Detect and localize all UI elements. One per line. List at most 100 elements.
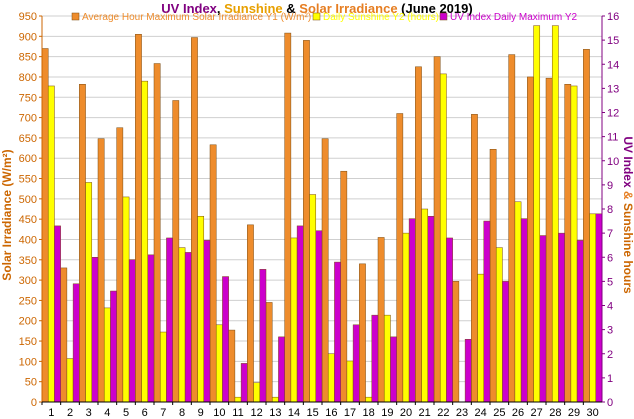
- y1-tick-label: 600: [19, 153, 37, 165]
- uv-index-bar: [520, 218, 528, 403]
- y2-tick-label: 3: [607, 325, 613, 337]
- y2-tick-label: 16: [607, 11, 619, 23]
- sunshine-bar: [234, 396, 242, 403]
- legend-label: Average Hour Maximum Solar Irradiance Y1…: [82, 12, 311, 23]
- y2-tick-label: 4: [607, 301, 613, 313]
- y1-tick-label: 800: [19, 72, 37, 84]
- sunshine-bar: [477, 273, 485, 403]
- x-tick-label: 1: [48, 407, 54, 419]
- sunshine-bar: [197, 215, 205, 403]
- y2-tick-label: 10: [607, 156, 619, 168]
- title-solar: Solar Irradiance: [299, 1, 397, 16]
- uv-index-bar: [128, 259, 136, 403]
- solar-irradiance-bar: [228, 329, 236, 403]
- sunshine-bar: [439, 73, 447, 403]
- uv-index-bar: [147, 254, 155, 403]
- x-tick-label: 6: [142, 407, 148, 419]
- sunshine-bar: [290, 237, 298, 403]
- uv-index-bar: [408, 218, 416, 403]
- solar-irradiance-bar: [247, 224, 254, 403]
- solar-irradiance-bar: [60, 267, 68, 403]
- x-tick-label: 16: [325, 407, 337, 419]
- uv-index-bar: [595, 213, 603, 403]
- y2-tick-label: 14: [607, 59, 619, 71]
- y1-tick-label: 200: [19, 316, 37, 328]
- chart-title: UV Index, Sunshine & Solar Irradiance (J…: [161, 1, 472, 16]
- solar-irradiance-bar: [172, 100, 180, 403]
- solar-irradiance-bar: [153, 63, 161, 403]
- legend-swatch: [71, 12, 80, 21]
- y1-tick-label: 350: [19, 255, 37, 267]
- sunshine-bar: [178, 247, 186, 403]
- y1-tick-label: 500: [19, 194, 37, 206]
- title-uv: UV Index: [161, 1, 217, 16]
- y1-tick-label: 750: [19, 92, 37, 104]
- legend-swatch: [312, 12, 321, 21]
- sunshine-bar: [159, 331, 167, 403]
- y2-tick-label: 0: [607, 397, 613, 409]
- uv-index-bar: [558, 232, 565, 403]
- x-tick-label: 12: [251, 407, 263, 419]
- y2-tick-label: 5: [607, 276, 613, 288]
- y1-tick-label: 50: [25, 377, 37, 389]
- x-tick-label: 14: [288, 407, 300, 419]
- sunshine-bar: [346, 360, 354, 403]
- uv-index-bar: [54, 225, 61, 403]
- x-tick-label: 18: [363, 407, 375, 419]
- solar-irradiance-bar: [340, 170, 348, 403]
- uv-index-bar: [72, 283, 80, 403]
- uv-index-bar: [278, 336, 285, 403]
- sunshine-bar: [141, 80, 149, 403]
- y1-tick-label: 250: [19, 295, 37, 307]
- x-tick-label: 15: [307, 407, 319, 419]
- solar-irradiance-bar: [527, 76, 534, 403]
- y2-tick-label: 11: [607, 132, 618, 144]
- chart-title-text: UV Index, Sunshine & Solar Irradiance (J…: [161, 1, 472, 16]
- y1-tick-label: 0: [31, 397, 37, 409]
- title-sep1: ,: [217, 1, 224, 16]
- title-date: (June 2019): [398, 1, 473, 16]
- x-tick-label: 11: [232, 407, 243, 419]
- y2-tick-label: 8: [607, 204, 613, 216]
- sunshine-bar: [421, 208, 429, 403]
- solar-irradiance-bar: [79, 84, 86, 403]
- x-tick-label: 2: [67, 407, 73, 419]
- uv-index-bar: [390, 336, 397, 403]
- legend-label: Daily Sunshine Y2 (hours): [323, 12, 439, 23]
- y2-label-amp: &: [621, 188, 634, 203]
- y2-tick-label: 7: [607, 228, 613, 240]
- y1-tick-labels: 0 50 100 150 200 250 300 350 400 450 500 550 600 650 7…: [19, 11, 42, 409]
- y2-tick-label: 12: [607, 108, 619, 120]
- x-tick-labels: 1 2 3 4 5 6 7 8 9 10 11 12 13 14 15 16 17 18 19 20 21 22 23 24 2…: [41, 402, 599, 419]
- sunshine-bar: [365, 396, 373, 403]
- uv-index-bar: [296, 225, 304, 403]
- sunshine-bar: [514, 201, 522, 403]
- solar-irradiance-bar: [321, 138, 329, 403]
- x-tick-label: 10: [213, 407, 225, 419]
- solar-irradiance-bar: [303, 40, 310, 403]
- sunshine-bar: [103, 307, 111, 403]
- sunshine-bar: [551, 25, 559, 403]
- y1-tick-label: 950: [19, 11, 37, 23]
- x-tick-label: 4: [104, 407, 110, 419]
- title-sep2: &: [283, 1, 300, 16]
- y2-tick-label: 9: [607, 180, 613, 192]
- y1-tick-label: 900: [19, 31, 37, 43]
- legend-label: UV Index Daily Maximum Y2: [450, 12, 578, 23]
- solar-irradiance-bar: [41, 48, 49, 403]
- solar-irradiance-bar: [508, 54, 516, 403]
- x-tick-label: 23: [456, 407, 468, 419]
- y1-tick-label: 850: [19, 52, 37, 64]
- y2-tick-label: 6: [607, 252, 613, 264]
- solar-irradiance-bar: [452, 281, 460, 403]
- uv-index-bar: [352, 324, 360, 403]
- solar-irradiance-bar: [583, 49, 590, 403]
- uv-index-bar: [464, 339, 472, 403]
- solar-irradiance-bar: [396, 113, 404, 403]
- solar-irradiance-bar: [284, 32, 292, 403]
- solar-irradiance-bar: [489, 149, 497, 403]
- solar-irradiance-bar: [135, 34, 142, 403]
- x-tick-label: 20: [400, 407, 412, 419]
- y2-tick-label: 15: [607, 35, 619, 47]
